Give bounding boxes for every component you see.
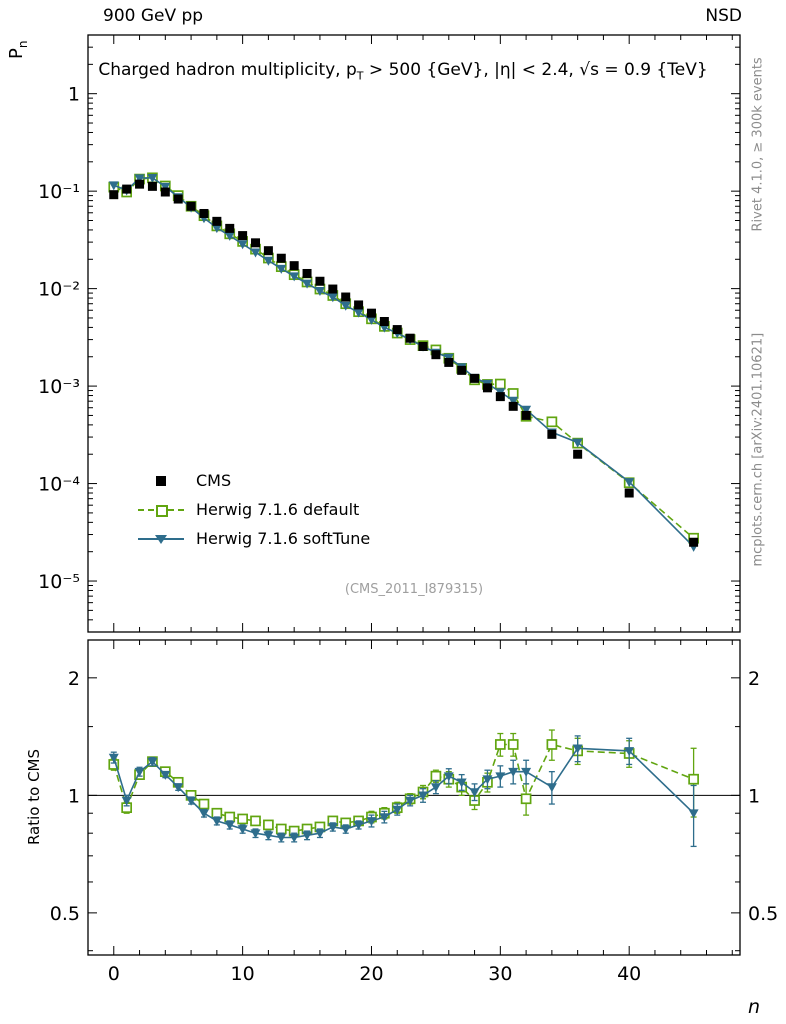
header-event-class: NSD — [705, 6, 742, 26]
svg-text:10: 10 — [231, 963, 255, 985]
cms-marker-icon — [138, 473, 184, 489]
svg-text:10⁻⁵: 10⁻⁵ — [38, 571, 80, 593]
legend-label-herwig-softtune: Herwig 7.1.6 softTune — [196, 529, 371, 548]
svg-text:2: 2 — [68, 668, 80, 690]
svg-text:10⁻³: 10⁻³ — [38, 376, 80, 398]
svg-text:10⁻¹: 10⁻¹ — [38, 181, 80, 203]
svg-text:40: 40 — [617, 963, 641, 985]
svg-text:10⁻⁴: 10⁻⁴ — [38, 474, 80, 496]
legend-label-herwig-default: Herwig 7.1.6 default — [196, 500, 360, 519]
herwig-softtune-marker-icon — [138, 531, 184, 547]
y-axis-label-ratio: Ratio to CMS — [25, 748, 43, 846]
plot-title-sub: T — [356, 69, 364, 83]
svg-text:0.5: 0.5 — [748, 903, 778, 925]
svg-text:10⁻²: 10⁻² — [38, 279, 80, 301]
herwig-default-marker-icon — [138, 502, 184, 518]
analysis-watermark: (CMS_2011_I879315) — [344, 582, 484, 597]
side-note-mcplots: mcplots.cern.ch [arXiv:2401.10621] — [750, 332, 766, 567]
svg-text:1: 1 — [748, 785, 760, 807]
plot-title: Charged hadron multiplicity, pT > 500 {G… — [45, 60, 761, 82]
y-axis-label-main-base: P — [6, 48, 28, 60]
side-note-rivet: Rivet 4.1.0, ≥ 300k events — [750, 57, 766, 232]
legend: CMS Herwig 7.1.6 default Herwig 7.1.6 so… — [138, 466, 370, 553]
plot-title-prefix: Charged hadron multiplicity, p — [98, 60, 357, 80]
svg-text:0: 0 — [108, 963, 120, 985]
y-axis-label-main-sub: n — [15, 40, 30, 49]
svg-text:2: 2 — [748, 668, 760, 690]
svg-text:1: 1 — [68, 785, 80, 807]
svg-text:20: 20 — [359, 963, 383, 985]
legend-item-herwig-softtune: Herwig 7.1.6 softTune — [138, 524, 370, 553]
header-beam-energy: 900 GeV pp — [103, 6, 204, 26]
y-axis-label-main: Pn — [6, 30, 30, 70]
legend-item-cms: CMS — [138, 466, 370, 495]
svg-text:1: 1 — [68, 84, 80, 106]
legend-item-herwig-default: Herwig 7.1.6 default — [138, 495, 370, 524]
svg-text:30: 30 — [488, 963, 512, 985]
plot-title-suffix: > 500 {GeV}, |η| < 2.4, √s = 0.9 {TeV} — [363, 60, 708, 80]
x-axis-label: n — [748, 996, 761, 1018]
svg-text:0.5: 0.5 — [50, 903, 80, 925]
legend-label-cms: CMS — [196, 471, 232, 490]
